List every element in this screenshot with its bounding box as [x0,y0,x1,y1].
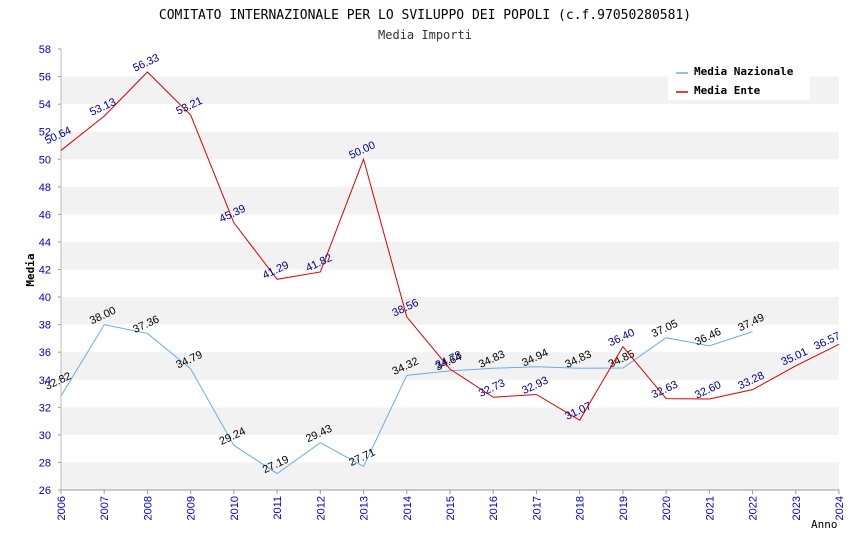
y-tick-label: 54 [39,99,51,111]
x-tick-label: 2019 [618,496,630,520]
y-tick-label: 32 [39,402,51,414]
y-tick-label: 38 [39,320,51,332]
y-tick-label: 30 [39,430,51,442]
x-tick-label: 2013 [359,496,371,520]
y-tick-label: 44 [39,237,51,249]
y-tick-label: 42 [39,265,51,277]
x-tick-label: 2020 [661,496,673,520]
x-tick-label: 2021 [704,496,716,520]
chart-title: COMITATO INTERNAZIONALE PER LO SVILUPPO … [159,8,691,23]
y-tick-label: 26 [39,485,51,497]
grid-band [61,131,839,160]
x-tick-label: 2009 [186,496,198,520]
series-line-media-nazionale [60,324,753,475]
x-tick-label: 2024 [834,496,846,520]
legend-box [668,60,810,100]
x-tick-label: 2006 [56,496,68,520]
grid-band [61,269,839,298]
x-tick-label: 2008 [142,496,154,520]
grid-band [61,352,839,380]
y-tick-label: 40 [39,292,51,304]
y-tick-label: 50 [39,154,51,166]
legend-label-media-nazionale: Media Nazionale [694,65,794,78]
grid-band [61,297,839,325]
y-axis-ticks: 26 28 30 32 34 36 38 40 42 44 46 48 50 52 54 56 58 [39,44,61,497]
x-axis-title: Anno [811,518,838,531]
grid-band [61,186,839,215]
x-tick-label: 2023 [791,496,803,520]
x-tick-label: 2011 [272,496,284,520]
plot-background-bands [61,49,839,490]
y-tick-label: 56 [39,72,51,84]
grid-band [61,434,839,463]
grid-band [61,104,839,132]
grid-band [61,462,839,490]
y-tick-label: 52 [39,127,51,139]
y-tick-label: 36 [39,347,51,359]
x-tick-label: 2016 [488,496,500,520]
grid-band [61,324,839,353]
y-tick-label: 28 [39,457,51,469]
x-tick-label: 2007 [99,496,111,520]
x-tick-label: 2010 [229,496,241,520]
x-tick-label: 2017 [531,496,543,520]
x-tick-label: 2015 [445,496,457,520]
y-tick-label: 58 [39,44,51,56]
y-tick-label: 34 [39,375,51,387]
grid-band [61,379,839,408]
y-tick-label: 46 [39,209,51,221]
grid-band [61,407,839,435]
x-tick-label: 2018 [575,496,587,520]
grid-band [61,159,839,187]
x-tick-label: 2022 [748,496,760,520]
y-axis-title: Media [24,253,37,286]
x-axis-ticks: 2006 2007 2008 2009 2010 2011 2012 2013 2014 2015… [56,490,846,520]
x-tick-label: 2014 [402,496,414,520]
grid-band [61,214,839,242]
x-tick-label: 2012 [315,496,327,520]
grid-band [61,241,839,270]
series-line-media-ente [60,71,840,421]
legend-label-media-ente: Media Ente [694,84,761,97]
chart-subtitle: Media Importi [378,28,472,42]
y-tick-label: 48 [39,182,51,194]
legend: Media Nazionale Media Ente [668,60,810,100]
